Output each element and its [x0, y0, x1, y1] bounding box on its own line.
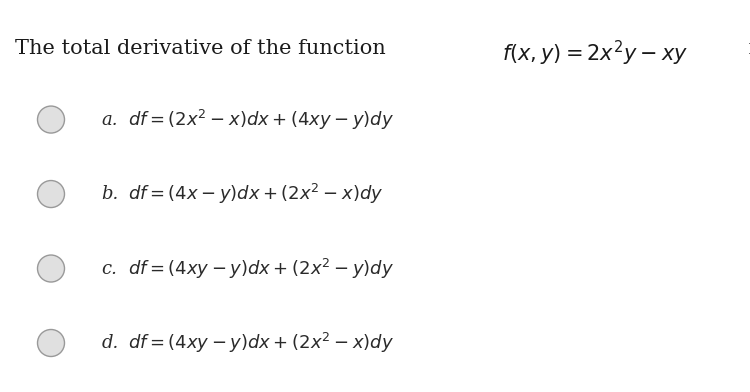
Text: $df = (2x^2 - x)dx + (4xy - y)dy$: $df = (2x^2 - x)dx + (4xy - y)dy$	[128, 107, 394, 132]
Text: b.: b.	[101, 185, 118, 203]
Ellipse shape	[38, 255, 64, 282]
Text: $df = (4x - y)dx + (2x^2 - x)dy$: $df = (4x - y)dx + (2x^2 - x)dy$	[128, 182, 383, 206]
Text: c.: c.	[101, 260, 117, 278]
Text: $df = (4xy - y)dx + (2x^2 - x)dy$: $df = (4xy - y)dx + (2x^2 - x)dy$	[128, 331, 394, 355]
Text: a.: a.	[101, 111, 118, 129]
Ellipse shape	[38, 330, 64, 356]
Text: $f(x, y) = 2x^2y - xy$: $f(x, y) = 2x^2y - xy$	[502, 39, 688, 68]
Text: is: is	[742, 39, 750, 58]
Ellipse shape	[38, 181, 64, 207]
Text: The total derivative of the function: The total derivative of the function	[15, 39, 392, 58]
Text: $df = (4xy - y)dx + (2x^2 - y)dy$: $df = (4xy - y)dx + (2x^2 - y)dy$	[128, 256, 394, 281]
Text: d.: d.	[101, 334, 118, 352]
Ellipse shape	[38, 106, 64, 133]
